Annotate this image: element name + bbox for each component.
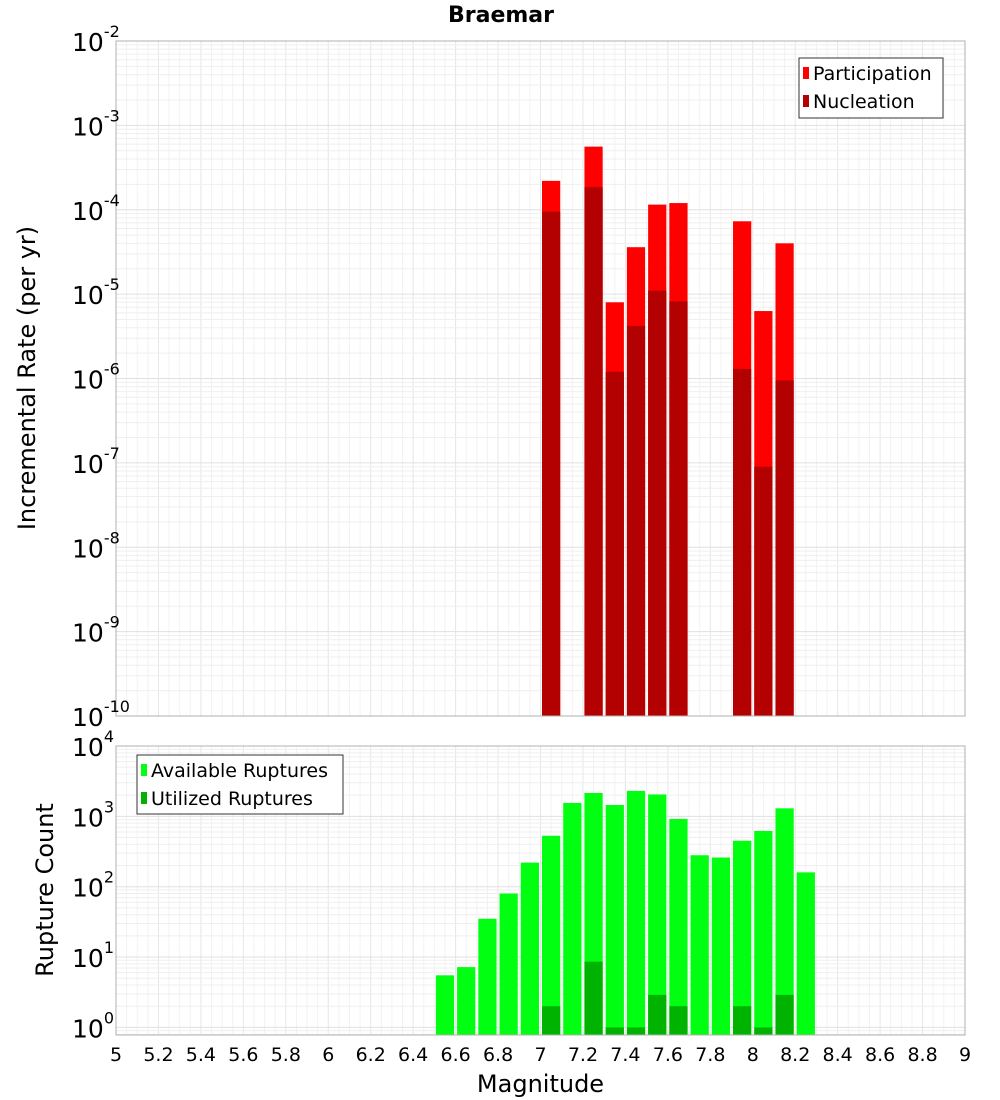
y-tick-label: 10-9: [72, 613, 120, 648]
y-tick-labels: 100 101 102 103 104: [72, 727, 114, 1043]
bar-nucleation: [626, 325, 646, 716]
bar-utilized-ruptures: [775, 994, 794, 1035]
bar-nucleation: [584, 187, 603, 716]
y-tick-label: 104: [72, 727, 114, 762]
legend-label: Utilized Ruptures: [151, 788, 313, 810]
bottom-panel-rupture-count: 100 101 102 103 104 5 5.2 5.4 5.6 5.8 6 6.2 6.4 6.6 6.…: [31, 727, 971, 1098]
legend-swatch: [141, 792, 147, 804]
x-tick-labels: 5 5.2 5.4 5.6 5.8 6 6.2 6.4 6.6 6.8 7 7.2 7.4 7.6 7.8 8…: [110, 1044, 971, 1066]
legend-box: [136, 754, 344, 815]
bar-available-ruptures: [457, 967, 476, 1035]
y-tick-label: 10-10: [72, 697, 130, 732]
legend-swatch: [803, 95, 809, 107]
x-tick-label: 5.2: [143, 1044, 173, 1066]
x-tick-label: 6.6: [440, 1044, 470, 1066]
bar-available-ruptures: [478, 918, 497, 1035]
bar-nucleation: [605, 371, 624, 716]
x-tick-label: 7: [534, 1044, 546, 1066]
bar-utilized-ruptures: [648, 994, 667, 1035]
legend: Participation Nucleation: [798, 57, 944, 119]
bar-utilized-ruptures: [754, 1027, 773, 1035]
x-tick-label: 7.4: [610, 1044, 640, 1066]
bar-available-ruptures: [754, 830, 773, 1035]
bar-available-ruptures: [563, 802, 582, 1035]
y-tick-label: 10-4: [72, 191, 120, 226]
bar-utilized-ruptures: [584, 961, 603, 1035]
legend-label: Nucleation: [813, 91, 915, 113]
y-tick-label: 101: [72, 938, 114, 973]
series-utilized-ruptures: [542, 961, 794, 1035]
legend-label: Participation: [813, 63, 932, 85]
bar-nucleation: [648, 290, 667, 716]
y-tick-label: 103: [72, 797, 114, 832]
y-tick-label: 100: [72, 1008, 114, 1043]
y-axis-title: Rupture Count: [31, 803, 59, 977]
bar-nucleation: [754, 466, 773, 716]
x-tick-label: 7.2: [568, 1044, 598, 1066]
y-tick-labels: 10-2 10-3 10-4 10-5 10-6 10-7 10-8 10-9 10-10: [72, 22, 130, 732]
x-tick-label: 6: [322, 1044, 334, 1066]
bar-nucleation: [733, 368, 752, 716]
bar-available-ruptures: [690, 855, 709, 1035]
chart-title: Braemar: [448, 3, 554, 28]
x-tick-label: 6.8: [483, 1044, 513, 1066]
bar-available-ruptures: [796, 872, 815, 1035]
bar-available-ruptures: [775, 808, 794, 1035]
y-tick-label: 10-3: [72, 106, 120, 141]
x-tick-label: 8.6: [865, 1044, 895, 1066]
bar-available-ruptures: [520, 862, 539, 1035]
legend: Available Ruptures Utilized Ruptures: [136, 754, 344, 815]
x-tick-label: 8.4: [823, 1044, 853, 1066]
legend-swatch: [803, 67, 809, 79]
bar-available-ruptures: [626, 790, 646, 1035]
bar-utilized-ruptures: [669, 1006, 688, 1035]
x-tick-label: 7.6: [653, 1044, 683, 1066]
bar-utilized-ruptures: [542, 1006, 561, 1035]
y-tick-label: 10-2: [72, 22, 120, 57]
bar-utilized-ruptures: [605, 1027, 624, 1035]
bar-available-ruptures: [435, 975, 455, 1035]
grid-lines: [115, 40, 966, 717]
bar-available-ruptures: [605, 804, 624, 1035]
x-tick-label: 8: [747, 1044, 759, 1066]
bar-available-ruptures: [669, 818, 688, 1035]
bar-nucleation: [775, 380, 794, 716]
top-panel-incremental-rate: 10-2 10-3 10-4 10-5 10-6 10-7 10-8 10-9 10-10 Inc…: [13, 22, 966, 732]
x-tick-label: 5.6: [228, 1044, 258, 1066]
y-tick-label: 10-5: [72, 275, 120, 310]
bar-available-ruptures: [648, 794, 667, 1035]
y-axis-title: Incremental Rate (per yr): [13, 226, 41, 530]
plot-frame: [115, 745, 966, 1036]
bar-utilized-ruptures: [733, 1006, 752, 1035]
bar-available-ruptures: [499, 893, 518, 1035]
x-tick-label: 8.2: [780, 1044, 810, 1066]
x-tick-label: 9: [959, 1044, 971, 1066]
y-tick-label: 10-7: [72, 444, 120, 479]
bar-available-ruptures: [711, 857, 731, 1035]
legend-label: Available Ruptures: [151, 760, 328, 782]
y-tick-label: 10-6: [72, 360, 120, 395]
series-nucleation: [542, 187, 794, 716]
bar-available-ruptures: [733, 840, 752, 1035]
bar-nucleation: [542, 211, 561, 716]
x-axis-title: Magnitude: [477, 1070, 604, 1098]
bar-nucleation: [669, 301, 688, 716]
bar-available-ruptures: [542, 835, 561, 1035]
bar-utilized-ruptures: [626, 1027, 646, 1035]
plot-frame: [115, 40, 966, 717]
y-tick-label: 102: [72, 868, 114, 903]
legend-box: [798, 57, 944, 119]
x-tick-label: 5.8: [271, 1044, 301, 1066]
legend-swatch: [141, 764, 147, 776]
x-tick-label: 6.4: [398, 1044, 428, 1066]
x-tick-label: 8.8: [907, 1044, 937, 1066]
x-tick-label: 6.2: [356, 1044, 386, 1066]
x-tick-label: 5.4: [186, 1044, 216, 1066]
x-tick-label: 5: [110, 1044, 122, 1066]
y-tick-label: 10-8: [72, 528, 120, 563]
x-tick-label: 7.8: [695, 1044, 725, 1066]
